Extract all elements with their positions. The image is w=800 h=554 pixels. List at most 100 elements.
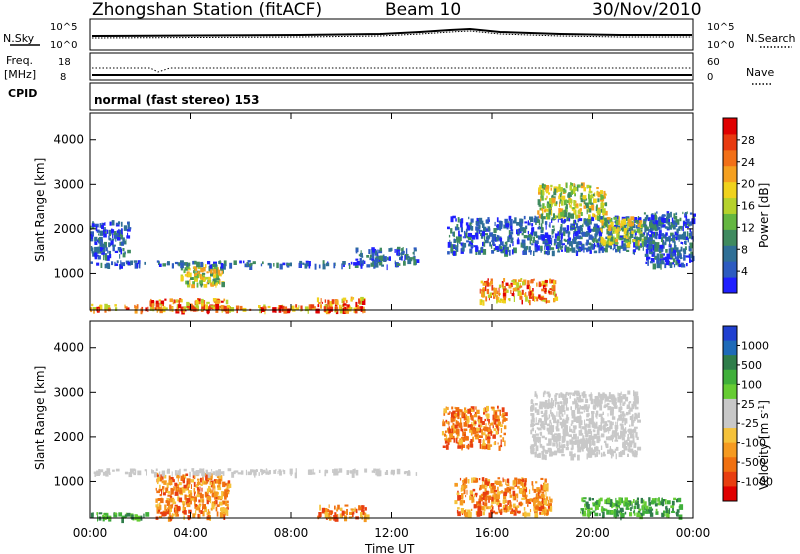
- echo-cell: [401, 250, 405, 254]
- echo-cell: [606, 509, 610, 515]
- echo-cell: [589, 511, 592, 515]
- echo-cell: [555, 201, 558, 205]
- echo-cell: [692, 215, 695, 220]
- echo-cell: [465, 495, 467, 498]
- echo-cell: [631, 223, 634, 226]
- echo-cell: [91, 303, 94, 307]
- echo-cell: [497, 429, 499, 435]
- echo-cell: [614, 242, 619, 245]
- echo-cell: [494, 480, 499, 485]
- echo-cell: [342, 297, 347, 301]
- echo-cell: [498, 505, 500, 511]
- echo-cell: [116, 260, 119, 263]
- echo-cell: [524, 478, 527, 483]
- echo-cell: [591, 498, 594, 501]
- echo-cell: [561, 243, 565, 246]
- echo-cell: [682, 225, 684, 232]
- echo-cell: [645, 261, 648, 264]
- echo-cell: [684, 236, 688, 240]
- echo-cell: [262, 471, 264, 474]
- echo-cell: [197, 514, 200, 518]
- echo-cell: [529, 285, 531, 292]
- echo-cell: [456, 239, 460, 243]
- echo-cell: [677, 250, 680, 256]
- echo-cell: [310, 304, 315, 309]
- echo-cell: [206, 512, 209, 516]
- echo-cell: [669, 243, 671, 247]
- echo-cell: [592, 502, 597, 507]
- echo-cell: [644, 227, 647, 233]
- echo-cell: [507, 506, 512, 510]
- echo-cell: [521, 289, 524, 295]
- echo-cell: [190, 305, 195, 309]
- echo-cell: [532, 227, 535, 233]
- echo-cell: [629, 440, 633, 445]
- echo-cell: [533, 218, 538, 223]
- echo-cell: [635, 397, 639, 404]
- echo-cell: [502, 247, 505, 252]
- echo-cell: [132, 468, 136, 472]
- echo-cell: [451, 428, 454, 435]
- echo-cell: [634, 450, 638, 456]
- echo-cell: [215, 282, 217, 288]
- echo-cell: [530, 419, 533, 424]
- echo-cell: [660, 225, 662, 231]
- echo-cell: [462, 444, 466, 448]
- echo-cell: [533, 439, 537, 442]
- echo-cell: [493, 414, 498, 419]
- echo-cell: [195, 303, 198, 309]
- echo-cell: [685, 255, 690, 258]
- echo-cell: [201, 298, 204, 305]
- echo-cell: [525, 292, 527, 297]
- echo-cell: [194, 268, 196, 275]
- echo-cell: [202, 504, 206, 510]
- echo-cell: [198, 507, 201, 513]
- echo-cell: [617, 220, 621, 225]
- echo-cell: [216, 511, 219, 517]
- echo-cell: [603, 428, 606, 433]
- echo-cell: [626, 249, 630, 252]
- cpid-text: normal (fast stereo) 153: [94, 93, 260, 107]
- echo-cell: [228, 490, 230, 495]
- echo-cell: [666, 213, 670, 219]
- echo-cell: [682, 233, 686, 240]
- echo-cell: [618, 234, 620, 241]
- echo-cell: [631, 420, 634, 427]
- echo-cell: [645, 505, 649, 510]
- echo-cell: [222, 491, 225, 497]
- echo-cell: [502, 249, 506, 253]
- echo-cell: [536, 487, 540, 492]
- echo-cell: [674, 250, 677, 256]
- echo-cell: [207, 472, 211, 478]
- echo-cell: [183, 306, 187, 310]
- echo-cell: [341, 510, 345, 516]
- echo-cell: [596, 215, 600, 221]
- echo-cell: [342, 300, 345, 304]
- echo-cell: [467, 235, 472, 240]
- echo-cell: [644, 217, 648, 221]
- echo-cell: [95, 225, 98, 232]
- echo-cell: [563, 211, 568, 218]
- echo-cell: [159, 504, 162, 510]
- echo-cell: [115, 468, 120, 472]
- echo-cell: [592, 213, 596, 218]
- echo-cell: [375, 256, 378, 259]
- echo-cell: [528, 234, 532, 238]
- echo-cell: [491, 496, 494, 502]
- y-tick-label: 2000: [53, 222, 84, 236]
- echo-cell: [585, 222, 590, 227]
- echo-cell: [529, 509, 532, 513]
- echo-cell: [492, 506, 494, 510]
- echo-cell: [464, 484, 468, 489]
- echo-cell: [145, 307, 148, 312]
- echo-cell: [104, 231, 107, 234]
- echo-cell: [630, 216, 635, 221]
- x-tick-label: 12:00: [374, 526, 409, 540]
- echo-cell: [637, 401, 639, 405]
- echo-cell: [461, 436, 466, 442]
- echo-cell: [369, 257, 372, 261]
- echo-cell: [671, 252, 676, 257]
- echo-cell: [184, 494, 187, 500]
- echo-cell: [563, 189, 567, 193]
- echo-cell: [342, 304, 344, 307]
